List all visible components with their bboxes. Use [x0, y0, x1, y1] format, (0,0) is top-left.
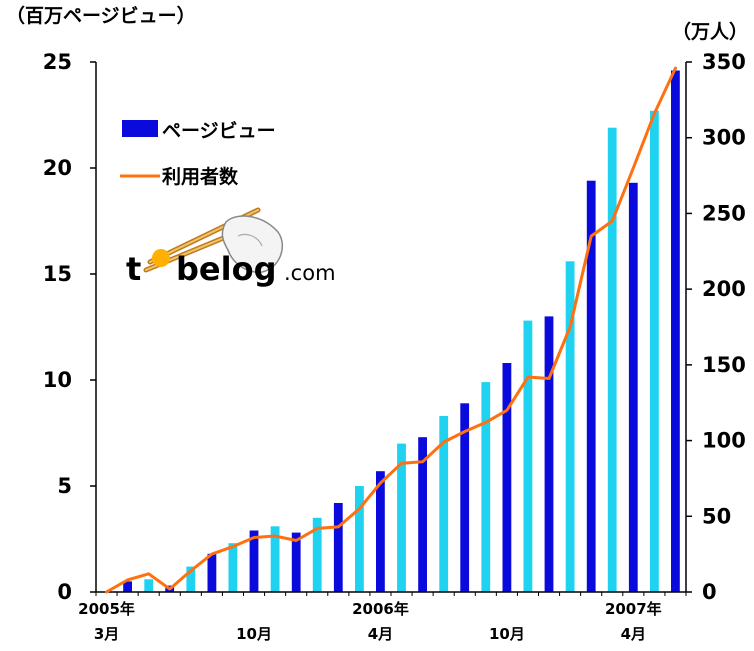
left-axis-unit: （百万ページビュー）	[6, 4, 196, 27]
bar-24	[607, 127, 617, 592]
bar-13	[376, 471, 385, 592]
bar-9	[291, 532, 301, 592]
x-tick-label-year: 2007年	[605, 600, 662, 618]
line-series	[105, 66, 677, 594]
bar-6	[228, 543, 238, 592]
bar-27	[671, 70, 680, 592]
y-left-tick-label: 0	[57, 580, 72, 604]
bar-series	[123, 70, 680, 593]
bar-16	[439, 416, 449, 592]
bar-19	[502, 363, 512, 592]
x-tick-label-year: 2005年	[78, 600, 135, 618]
bar-25	[628, 182, 638, 593]
tabelog-logo: t belog .com	[126, 207, 336, 288]
bar-21	[544, 316, 554, 592]
bar-1	[123, 581, 132, 592]
y-right-tick-label: 0	[702, 580, 717, 604]
axes	[90, 61, 692, 596]
y-right-tick-label: 200	[702, 277, 746, 301]
legend-label-users: 利用者数	[162, 165, 239, 188]
logo-com: .com	[284, 261, 336, 285]
y-right-tick-label: 300	[702, 126, 746, 150]
bar-11	[333, 503, 343, 592]
bar-14	[397, 443, 406, 592]
bar-2	[144, 579, 154, 592]
y-right-tick-label: 50	[702, 504, 731, 528]
y-right-tick-label: 100	[702, 429, 746, 453]
y-left-tick-label: 15	[43, 262, 72, 286]
bar-15	[418, 437, 427, 592]
logo-t: t	[126, 250, 141, 288]
bar-8	[270, 526, 280, 592]
y-left-tick-label: 5	[57, 474, 72, 498]
bar-5	[207, 553, 217, 592]
x-tick-label-month: 3月	[94, 625, 119, 643]
bar-22	[565, 261, 575, 592]
logo-belog: belog	[176, 250, 276, 288]
bar-7	[249, 530, 259, 592]
y-left-tick-label: 25	[43, 50, 72, 74]
bar-10	[312, 517, 322, 592]
y-right-tick-label: 150	[702, 353, 746, 377]
bar-4	[186, 566, 196, 592]
bar-12	[355, 486, 364, 592]
bar-26	[650, 110, 659, 593]
y-left-tick-label: 20	[43, 156, 72, 180]
bar-23	[586, 180, 596, 592]
chopsticks-hand-icon	[143, 207, 283, 273]
y-right-tick-label: 350	[702, 50, 746, 74]
y-left-tick-label: 10	[43, 368, 72, 392]
x-tick-label-month: 4月	[368, 625, 393, 643]
legend-swatch-pageviews	[122, 120, 158, 137]
bar-18	[481, 382, 491, 592]
y-right-tick-label: 250	[702, 201, 746, 225]
x-tick-label-month: 10月	[236, 625, 272, 643]
x-tick-label-year: 2006年	[352, 600, 409, 618]
bar-20	[523, 320, 533, 592]
legend: ページビュー 利用者数	[120, 120, 276, 188]
users-line	[105, 66, 677, 594]
legend-label-pageviews: ページビュー	[162, 120, 276, 142]
x-tick-label-month: 4月	[621, 625, 646, 643]
bar-17	[460, 403, 470, 592]
right-axis-unit: （万人）	[672, 20, 748, 43]
x-tick-label-month: 10月	[489, 625, 525, 643]
